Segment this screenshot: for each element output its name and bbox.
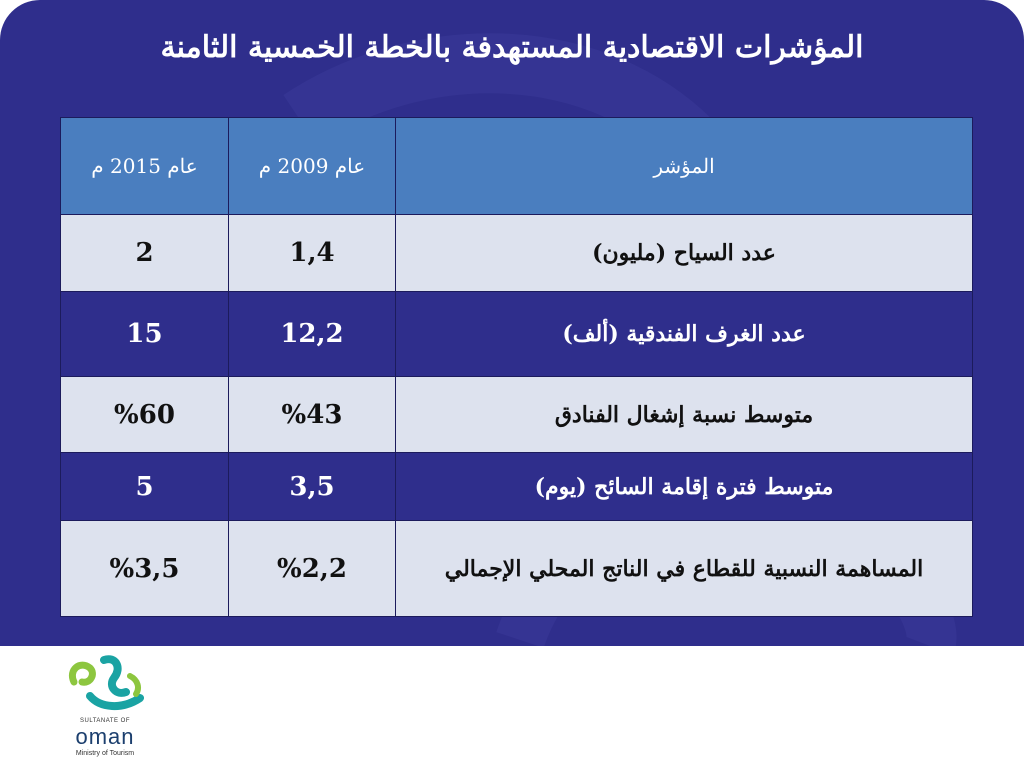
header-2009: عام 2009 م: [228, 117, 396, 215]
table-row: عدد الغرف الفندقية (ألف) 12,2 15: [60, 291, 973, 377]
title-panel: المؤشرات الاقتصادية المستهدفة بالخطة الخ…: [0, 0, 1024, 646]
value-2009-cell: %43: [228, 376, 396, 453]
header-indicator: المؤشر: [395, 117, 973, 215]
page-title: المؤشرات الاقتصادية المستهدفة بالخطة الخ…: [160, 30, 864, 65]
value-2009-cell: 12,2: [228, 291, 396, 377]
value-2015-cell: %3,5: [60, 520, 229, 617]
table-row: متوسط فترة إقامة السائح (يوم) 3,5 5: [60, 452, 973, 521]
oman-logo-icon: [69, 655, 144, 710]
value-2009-cell: 3,5: [228, 452, 396, 521]
indicator-cell: المساهمة النسبية للقطاع في الناتج المحلي…: [395, 520, 973, 617]
table-row: متوسط نسبة إشغال الفنادق %43 %60: [60, 376, 973, 453]
value-2015-cell: 5: [60, 452, 229, 521]
logo-brand: oman: [75, 724, 135, 749]
table-row: المساهمة النسبية للقطاع في الناتج المحلي…: [60, 520, 973, 617]
oman-tourism-logo: SULTANATE OF oman Ministry of Tourism: [60, 652, 160, 762]
indicator-cell: متوسط نسبة إشغال الفنادق: [395, 376, 973, 453]
logo-top-text: SULTANATE OF: [79, 718, 130, 724]
value-2015-cell: %60: [60, 376, 229, 453]
value-2015-cell: 2: [60, 214, 229, 292]
indicator-cell: متوسط فترة إقامة السائح (يوم): [395, 452, 973, 521]
value-2009-cell: 1,4: [228, 214, 396, 292]
table-header-row: المؤشر عام 2009 م عام 2015 م: [60, 117, 973, 215]
indicators-table: المؤشر عام 2009 م عام 2015 م عدد السياح …: [60, 117, 973, 617]
header-2015: عام 2015 م: [60, 117, 229, 215]
table-row: عدد السياح (مليون) 1,4 2: [60, 214, 973, 292]
indicator-cell: عدد السياح (مليون): [395, 214, 973, 292]
logo-bottom-text: Ministry of Tourism: [75, 750, 135, 757]
value-2015-cell: 15: [60, 291, 229, 377]
indicator-cell: عدد الغرف الفندقية (ألف): [395, 291, 973, 377]
value-2009-cell: %2,2: [228, 520, 396, 617]
